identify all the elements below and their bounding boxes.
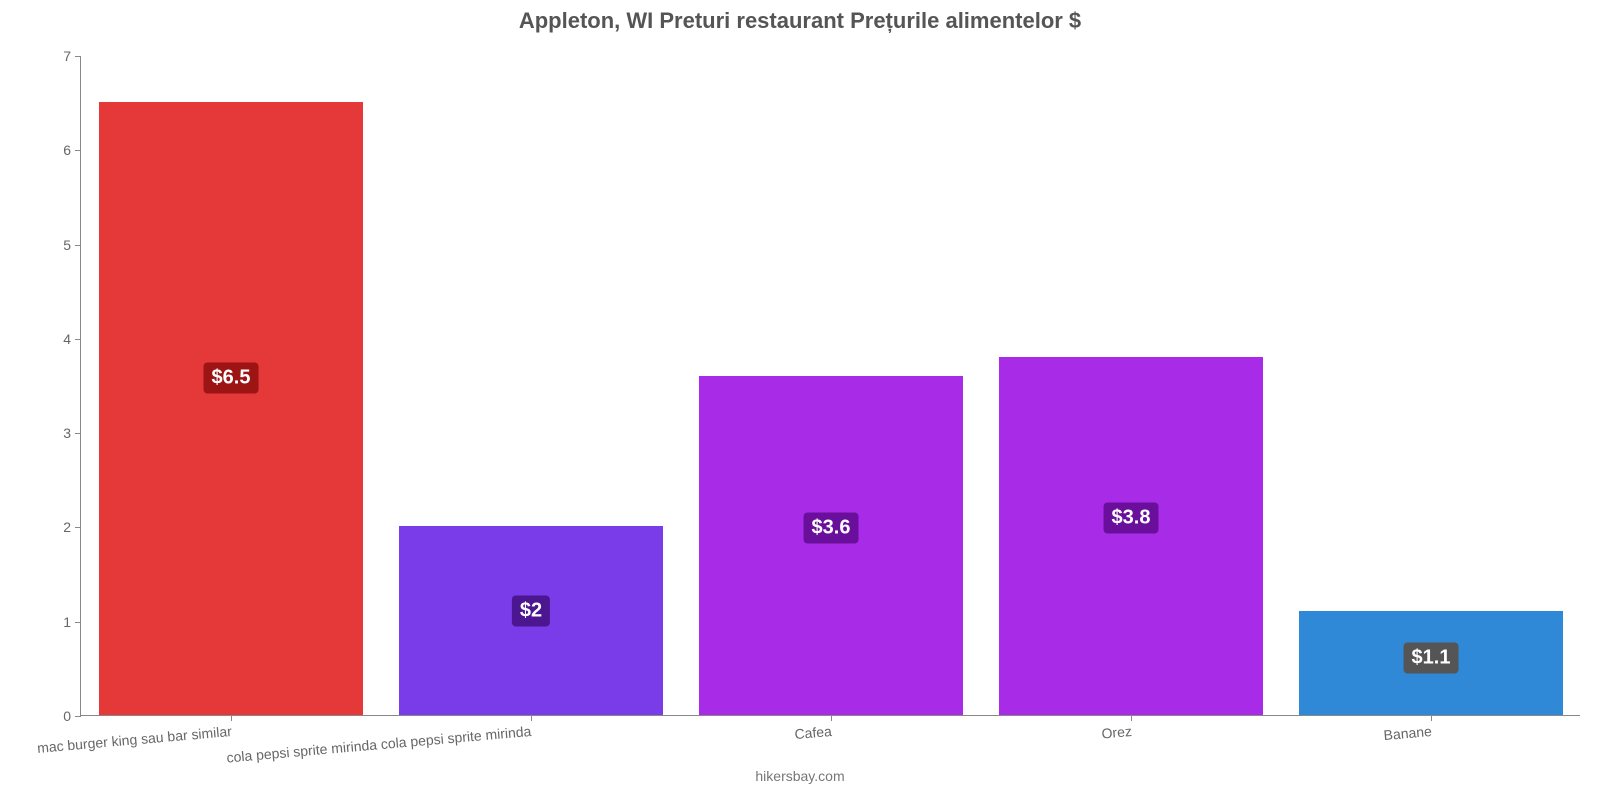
x-tick-mark bbox=[1131, 715, 1132, 721]
y-tick-mark bbox=[75, 716, 81, 717]
y-tick-mark bbox=[75, 150, 81, 151]
x-tick-label: Banane bbox=[1382, 715, 1432, 743]
bar: $3.8 bbox=[999, 357, 1263, 715]
bar-value-label: $2 bbox=[512, 596, 550, 627]
bar: $1.1 bbox=[1299, 611, 1563, 715]
bar-value-label: $3.8 bbox=[1104, 502, 1159, 533]
y-tick-mark bbox=[75, 56, 81, 57]
y-tick-mark bbox=[75, 245, 81, 246]
chart-title: Appleton, WI Preturi restaurant Prețuril… bbox=[0, 0, 1600, 34]
x-tick-mark bbox=[231, 715, 232, 721]
x-tick-label: Cafea bbox=[793, 715, 832, 742]
plot-area: 01234567$6.5mac burger king sau bar simi… bbox=[80, 56, 1580, 716]
x-tick-label: cola pepsi sprite mirinda cola pepsi spr… bbox=[225, 715, 532, 766]
bar: $3.6 bbox=[699, 376, 963, 715]
y-tick-mark bbox=[75, 622, 81, 623]
bar: $6.5 bbox=[99, 102, 363, 715]
y-tick-mark bbox=[75, 527, 81, 528]
y-tick-mark bbox=[75, 339, 81, 340]
chart-container: Appleton, WI Preturi restaurant Prețuril… bbox=[0, 0, 1600, 800]
chart-footer: hikersbay.com bbox=[755, 768, 844, 784]
x-tick-mark bbox=[1431, 715, 1432, 721]
x-tick-mark bbox=[531, 715, 532, 721]
x-tick-label: Orez bbox=[1100, 715, 1132, 742]
bar: $2 bbox=[399, 526, 663, 715]
bar-value-label: $3.6 bbox=[804, 513, 859, 544]
y-tick-mark bbox=[75, 433, 81, 434]
x-tick-mark bbox=[831, 715, 832, 721]
bar-value-label: $1.1 bbox=[1404, 642, 1459, 673]
bar-value-label: $6.5 bbox=[204, 362, 259, 393]
